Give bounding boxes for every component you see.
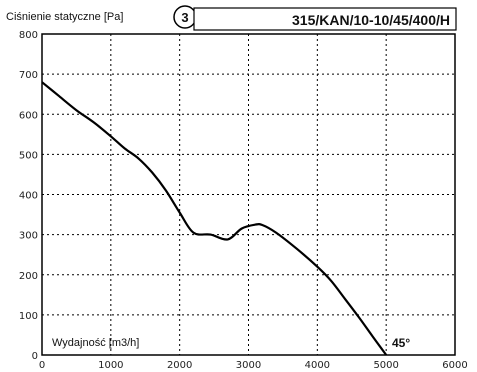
x-tick-label: 5000 — [373, 360, 398, 371]
grid — [42, 34, 455, 355]
plot-area-border — [41, 33, 456, 356]
x-tick-label: 2000 — [167, 360, 192, 371]
y-axis-title: Ciśnienie statyczne [Pa] — [6, 11, 123, 23]
x-tick-label: 0 — [39, 360, 45, 371]
badge-number: 3 — [181, 10, 188, 25]
y-tick-label: 800 — [19, 30, 38, 41]
x-tick-label: 4000 — [305, 360, 330, 371]
y-tick-label: 300 — [19, 231, 38, 242]
x-tick-label: 1000 — [98, 360, 123, 371]
y-tick-label: 400 — [19, 191, 38, 202]
chart-title: 315/KAN/10-10/45/400/H — [292, 12, 450, 28]
model-box — [193, 7, 457, 31]
x-tick-label: 3000 — [236, 360, 261, 371]
x-tick-label: 6000 — [442, 360, 467, 371]
series-label-45: 45° — [392, 336, 410, 350]
x-axis-title: Wydajność [m3/h] — [52, 337, 139, 349]
y-tick-label: 600 — [19, 110, 38, 121]
y-tick-label: 200 — [19, 271, 38, 282]
y-tick-label: 100 — [19, 311, 38, 322]
y-tick-label: 500 — [19, 150, 38, 161]
y-tick-label: 0 — [32, 351, 38, 362]
y-tick-label: 700 — [19, 70, 38, 81]
series-45-curve — [41, 81, 388, 356]
tick-labels: 0 1000 2000 3000 4000 5000 6000 0 100 200 300 400 50… — [19, 30, 468, 371]
